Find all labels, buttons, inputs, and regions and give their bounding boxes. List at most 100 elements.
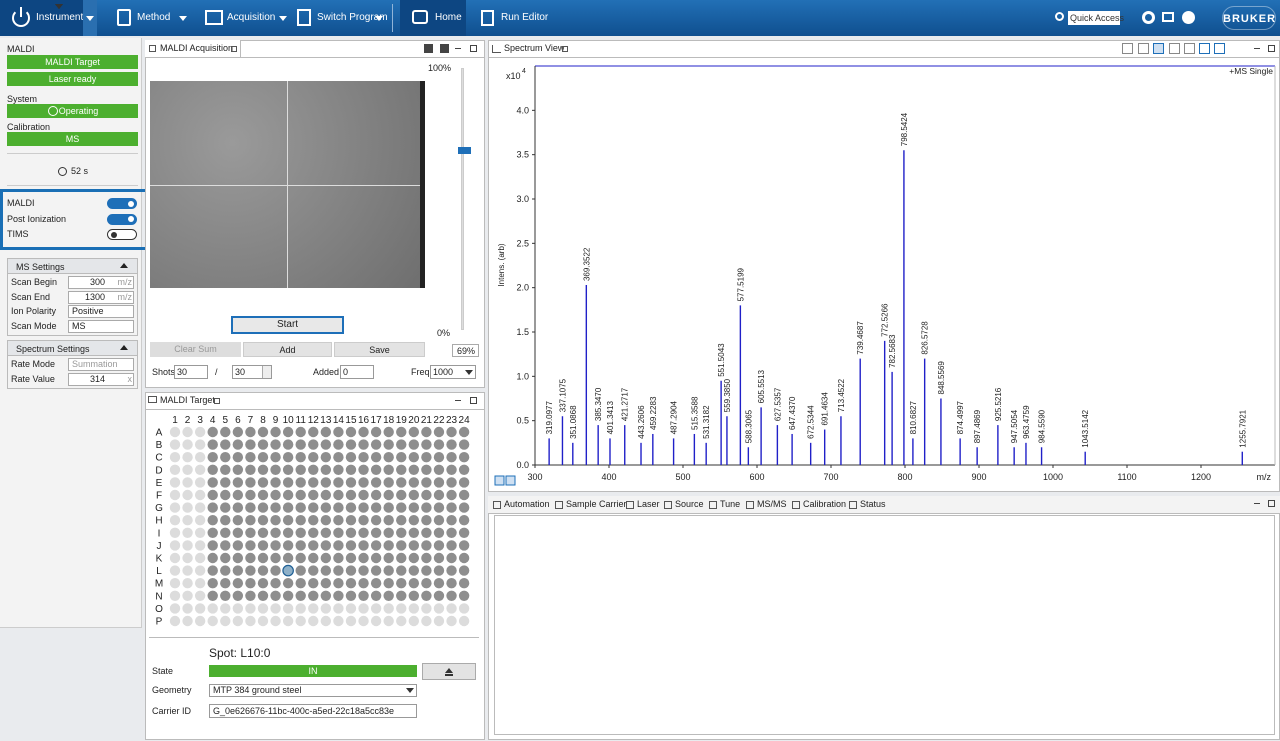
target-spot[interactable] bbox=[282, 615, 294, 627]
target-spot[interactable] bbox=[257, 540, 269, 551]
instrument-label[interactable]: Instrument bbox=[36, 12, 84, 23]
target-spot[interactable] bbox=[446, 439, 457, 450]
target-spot[interactable] bbox=[345, 426, 357, 438]
target-spot[interactable] bbox=[257, 502, 269, 513]
target-spot[interactable] bbox=[433, 540, 445, 551]
target-spot[interactable] bbox=[245, 439, 256, 450]
target-spot[interactable] bbox=[245, 578, 256, 589]
target-spot[interactable] bbox=[182, 464, 193, 475]
target-spot[interactable] bbox=[383, 477, 394, 488]
target-spot[interactable] bbox=[182, 489, 193, 501]
start-button[interactable]: Start bbox=[231, 316, 344, 334]
target-spot[interactable] bbox=[169, 439, 181, 450]
target-spot[interactable] bbox=[396, 464, 407, 475]
target-spot[interactable] bbox=[308, 603, 319, 614]
add-button[interactable]: Add bbox=[243, 342, 332, 357]
target-spot[interactable] bbox=[308, 552, 319, 564]
clear-sum-button[interactable]: Clear Sum bbox=[150, 342, 241, 357]
target-spot[interactable] bbox=[270, 452, 281, 463]
target-spot[interactable] bbox=[320, 552, 332, 564]
tab[interactable]: Sample Carrier bbox=[566, 499, 627, 509]
target-spot[interactable] bbox=[207, 552, 218, 564]
target-spot[interactable] bbox=[207, 464, 218, 475]
target-spot[interactable] bbox=[333, 477, 344, 488]
target-spot[interactable] bbox=[207, 452, 218, 463]
target-spot[interactable] bbox=[358, 426, 369, 438]
target-spot[interactable] bbox=[282, 540, 294, 551]
target-spot[interactable] bbox=[320, 565, 332, 576]
target-spot[interactable] bbox=[458, 452, 470, 463]
minimize[interactable] bbox=[1254, 48, 1260, 49]
minimize[interactable] bbox=[455, 400, 461, 401]
target-spot[interactable] bbox=[245, 527, 256, 538]
target-spot[interactable] bbox=[270, 426, 281, 438]
target-spot[interactable] bbox=[446, 502, 457, 513]
target-spot[interactable] bbox=[182, 603, 193, 614]
target-spot[interactable] bbox=[194, 590, 206, 601]
target-spot[interactable] bbox=[257, 590, 269, 601]
target-spot[interactable] bbox=[396, 540, 407, 551]
target-spot[interactable] bbox=[433, 477, 445, 488]
target-spot[interactable] bbox=[396, 515, 407, 526]
target-spot[interactable] bbox=[257, 439, 269, 450]
target-spot[interactable] bbox=[232, 426, 244, 438]
target-spot[interactable] bbox=[270, 502, 281, 513]
target-spot[interactable] bbox=[458, 502, 470, 513]
target-spot[interactable] bbox=[358, 578, 369, 589]
target-spot[interactable] bbox=[396, 527, 407, 538]
target-spot[interactable] bbox=[383, 565, 394, 576]
target-spot[interactable] bbox=[370, 590, 382, 601]
target-spot[interactable] bbox=[308, 452, 319, 463]
target-spot[interactable] bbox=[421, 464, 432, 475]
target-spot[interactable] bbox=[232, 552, 244, 564]
target-spot[interactable] bbox=[308, 590, 319, 601]
target-spot[interactable] bbox=[169, 527, 181, 538]
target-spot[interactable] bbox=[433, 590, 445, 601]
target-spot[interactable] bbox=[207, 578, 218, 589]
target-spot[interactable] bbox=[345, 439, 357, 450]
target-spot[interactable] bbox=[308, 477, 319, 488]
target-spot[interactable] bbox=[446, 489, 457, 501]
target-spot[interactable] bbox=[282, 489, 294, 501]
target-spot[interactable] bbox=[194, 489, 206, 501]
target-spot[interactable] bbox=[370, 615, 382, 627]
target-spot[interactable] bbox=[207, 540, 218, 551]
target-spot[interactable] bbox=[194, 565, 206, 576]
target-spot[interactable] bbox=[295, 578, 306, 589]
target-spot[interactable] bbox=[270, 464, 281, 475]
target-spot[interactable] bbox=[446, 552, 457, 564]
target-spot[interactable] bbox=[421, 527, 432, 538]
target-spot[interactable] bbox=[370, 565, 382, 576]
target-spot[interactable] bbox=[320, 452, 332, 463]
target-spot[interactable] bbox=[383, 615, 394, 627]
target-spot[interactable] bbox=[194, 552, 206, 564]
target-spot[interactable] bbox=[383, 527, 394, 538]
maximize[interactable] bbox=[470, 45, 477, 52]
target-spot[interactable] bbox=[182, 439, 193, 450]
target-spot[interactable] bbox=[245, 502, 256, 513]
target-spot[interactable] bbox=[270, 552, 281, 564]
target-spot[interactable] bbox=[370, 439, 382, 450]
target-spot[interactable] bbox=[396, 565, 407, 576]
target-spot[interactable] bbox=[257, 489, 269, 501]
target-spot[interactable] bbox=[333, 578, 344, 589]
target-spot[interactable] bbox=[282, 527, 294, 538]
target-spot[interactable] bbox=[220, 515, 231, 526]
target-spot[interactable] bbox=[433, 426, 445, 438]
target-spot[interactable] bbox=[320, 603, 332, 614]
target-spot[interactable] bbox=[446, 578, 457, 589]
target-spot[interactable] bbox=[295, 515, 306, 526]
target-spot[interactable] bbox=[446, 527, 457, 538]
target-spot[interactable] bbox=[320, 540, 332, 551]
target-spot[interactable] bbox=[232, 527, 244, 538]
target-spot[interactable] bbox=[194, 439, 206, 450]
spectrum-tool[interactable] bbox=[1138, 43, 1149, 54]
target-spot[interactable] bbox=[169, 426, 181, 438]
target-spot[interactable] bbox=[320, 502, 332, 513]
target-spot[interactable] bbox=[169, 615, 181, 627]
target-spot[interactable] bbox=[358, 515, 369, 526]
target-spot[interactable] bbox=[446, 477, 457, 488]
acquisition-label[interactable]: Acquisition bbox=[227, 12, 276, 23]
target-spot[interactable] bbox=[421, 578, 432, 589]
target-spot[interactable] bbox=[345, 527, 357, 538]
